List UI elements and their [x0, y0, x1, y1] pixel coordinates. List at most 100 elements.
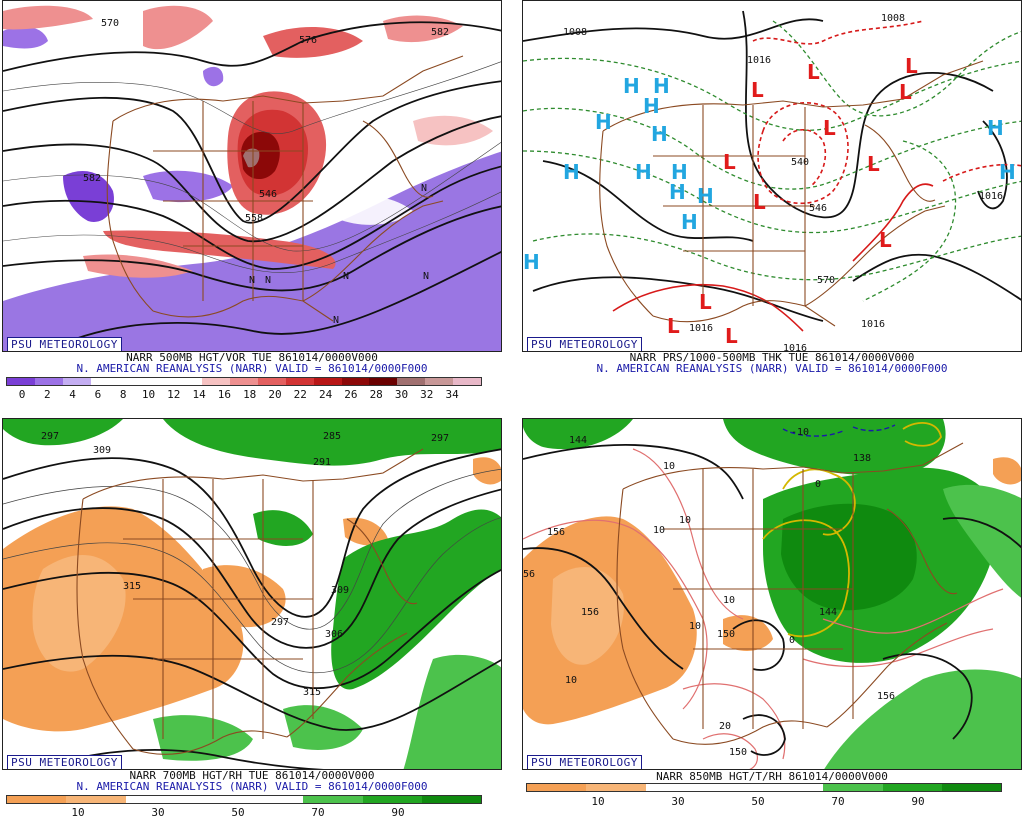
- colorbar-segment: [453, 378, 481, 385]
- isotherm-label: 10: [679, 515, 691, 526]
- colorbar-tick-label: 30: [671, 795, 685, 808]
- colorbar-tick-label: 24: [318, 388, 333, 401]
- low-pressure-symbol: L: [823, 116, 836, 140]
- low-pressure-symbol: L: [751, 78, 764, 102]
- contour-label: 576: [299, 35, 317, 46]
- low-pressure-symbols: L L L L L L L L L L L L: [667, 54, 918, 348]
- isotherm-label: 10: [723, 595, 735, 606]
- colorbar-ticks: 10 30 50 70 90: [522, 796, 1022, 808]
- isotherm-label: 0: [815, 479, 821, 490]
- panel-700mb-hgt-rh: 297 309 285 291 297 315 297 306 309 315 …: [2, 418, 504, 819]
- contour-label: 297: [271, 617, 289, 628]
- low-pressure-symbol: L: [725, 324, 738, 348]
- contour-label: 150: [717, 629, 735, 640]
- map-label-layer: 570 576 582 546 558 582 N N N N N N: [83, 18, 449, 326]
- colorbar-segment: [285, 378, 314, 385]
- thickness-label: 570: [817, 275, 835, 286]
- contour-label: 1016: [979, 191, 1003, 202]
- colorbar-segment: [704, 784, 764, 791]
- caption-valid-time: N. AMERICAN REANALYSIS (NARR) VALID = 86…: [76, 362, 428, 375]
- map-850mb-temperature-humidity[interactable]: 144 -10 138 156 156 56 150 144 150 156 1…: [522, 418, 1022, 770]
- colorbar-tick-label: 18: [243, 388, 257, 401]
- high-pressure-symbol: H: [671, 160, 688, 184]
- colorbar-tick-label: 30: [394, 388, 409, 401]
- caption-valid-time: N. AMERICAN REANALYSIS (NARR) VALID = 86…: [596, 362, 948, 375]
- map-500mb-vorticity[interactable]: 570 576 582 546 558 582 N N N N N N PSU …: [2, 0, 502, 352]
- colorbar-segment: [882, 784, 942, 791]
- contour-label: 315: [303, 687, 321, 698]
- colorbar-tick-label: 90: [911, 795, 925, 808]
- vorticity-min-label: N: [249, 275, 255, 286]
- colorbar-tick-label: 50: [751, 795, 765, 808]
- colorbar-segment: [125, 796, 185, 803]
- colorbar-segment: [362, 796, 422, 803]
- colorbar-segment: [7, 796, 67, 803]
- map-label-layer: 144 -10 138 156 156 56 150 144 150 156 1…: [523, 427, 895, 758]
- colorbar-segment: [586, 784, 646, 791]
- map-graphics: [3, 5, 501, 351]
- colorbar-tick-label: 30: [151, 806, 165, 819]
- colorbar-segment: [174, 378, 203, 385]
- psu-credit-badge: PSU METEOROLOGY: [527, 755, 642, 769]
- colorbar: [6, 795, 482, 804]
- contour-label: 56: [523, 569, 535, 580]
- colorbar-segment: [397, 378, 426, 385]
- colorbar-tick-label: 90: [391, 806, 405, 819]
- contour-label: 309: [93, 445, 111, 456]
- high-pressure-symbol: H: [651, 122, 668, 146]
- high-pressure-symbol: H: [681, 210, 698, 234]
- colorbar-tick-label: 16: [217, 388, 232, 401]
- colorbar-segment: [823, 784, 883, 791]
- colorbar: [6, 377, 482, 386]
- high-pressure-symbol: H: [669, 180, 686, 204]
- colorbar-segment: [62, 378, 91, 385]
- colorbar-tick-label: 32: [420, 388, 434, 401]
- colorbar-segment: [244, 796, 304, 803]
- contour-label: 582: [83, 173, 101, 184]
- map-700mb-humidity[interactable]: 297 309 285 291 297 315 297 306 309 315 …: [2, 418, 502, 770]
- colorbar-segment: [90, 378, 119, 385]
- high-pressure-symbol: H: [623, 74, 640, 98]
- colorbar-segment: [184, 796, 244, 803]
- colorbar-tick-label: 10: [141, 388, 156, 401]
- caption-product: NARR 500MB HGT/VOR TUE 861014/0000V000: [126, 351, 378, 364]
- thickness-label: 546: [809, 203, 827, 214]
- low-pressure-symbol: L: [905, 54, 918, 78]
- low-pressure-symbol: L: [867, 152, 880, 176]
- colorbar-segment: [34, 378, 63, 385]
- contour-label: 315: [123, 581, 141, 592]
- isotherm-label: 10: [663, 461, 675, 472]
- colorbar-segment: [645, 784, 705, 791]
- contour-label: 1016: [747, 55, 771, 66]
- colorbar-tick-label: 0: [18, 388, 26, 401]
- vorticity-min-label: N: [265, 275, 271, 286]
- colorbar-tick-label: 20: [268, 388, 282, 401]
- thickness-label: 540: [791, 157, 809, 168]
- isotherm-label: -10: [791, 427, 809, 438]
- contour-label: 582: [431, 27, 449, 38]
- high-pressure-symbol: H: [595, 110, 612, 134]
- isotherm-label: 20: [719, 721, 731, 732]
- contour-label: 306: [325, 629, 343, 640]
- contour-label: 144: [569, 435, 587, 446]
- colorbar-segment: [257, 378, 286, 385]
- colorbar-segment: [941, 784, 1001, 791]
- colorbar-tick-label: 10: [71, 806, 85, 819]
- colorbar-tick-label: 28: [369, 388, 383, 401]
- panel-850mb-hgt-t-rh: 144 -10 138 156 156 56 150 144 150 156 1…: [522, 418, 1024, 819]
- colorbar-tick-label: 50: [231, 806, 245, 819]
- colorbar-tick-label: 12: [167, 388, 181, 401]
- vorticity-min-label: N: [423, 271, 429, 282]
- psu-credit-badge: PSU METEOROLOGY: [7, 755, 122, 769]
- vorticity-min-label: N: [333, 315, 339, 326]
- low-pressure-symbol: L: [753, 190, 766, 214]
- high-pressure-symbol: H: [523, 250, 540, 274]
- vorticity-min-label: N: [421, 183, 427, 194]
- psu-credit-badge: PSU METEOROLOGY: [7, 337, 122, 351]
- contour-label: 297: [431, 433, 449, 444]
- low-pressure-symbol: L: [699, 290, 712, 314]
- map-sea-level-pressure[interactable]: H H H H H H H H H H H H H H L L L L L: [522, 0, 1022, 352]
- contour-label: 558: [245, 213, 263, 224]
- contour-label: 285: [323, 431, 341, 442]
- vorticity-min-label: N: [343, 271, 349, 282]
